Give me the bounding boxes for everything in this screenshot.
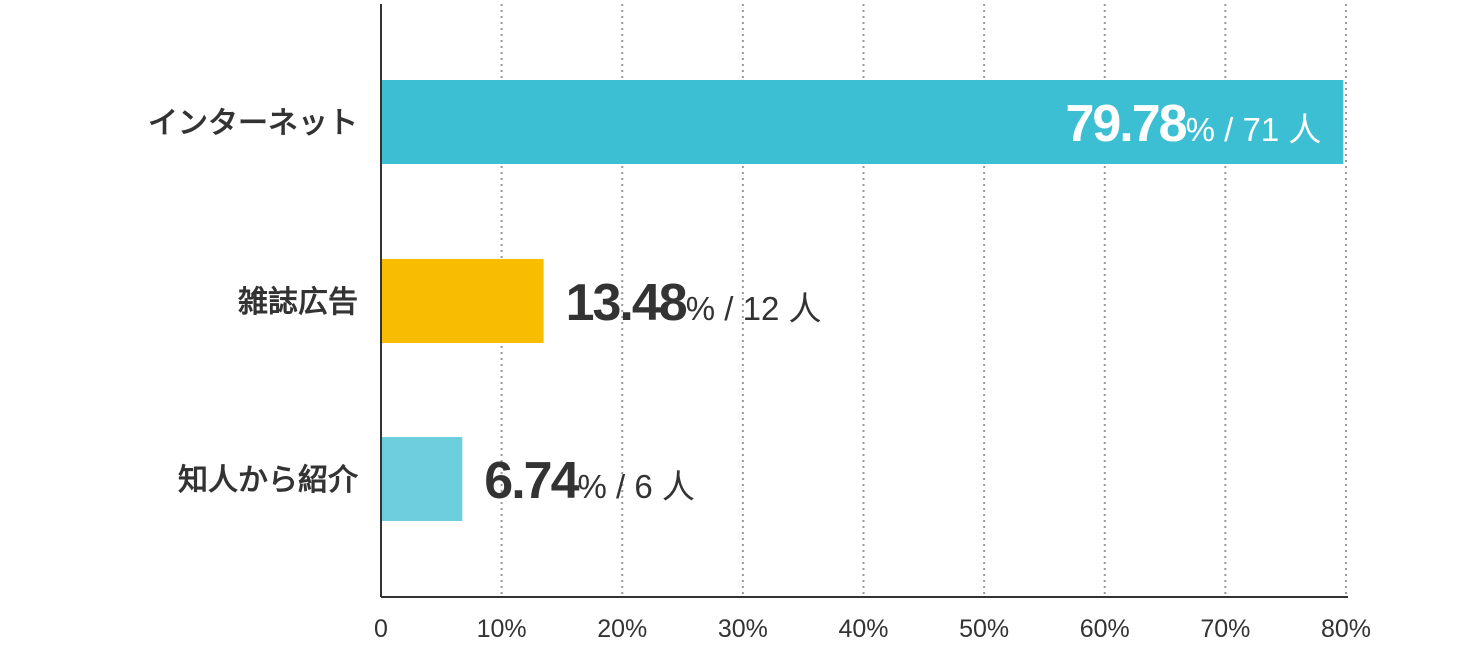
bar-1 xyxy=(381,259,544,343)
data-label-2: 6.74% / 6 人 xyxy=(484,452,695,510)
category-label-1: 雑誌広告 xyxy=(237,285,358,320)
data-label-separator-1: / xyxy=(715,290,743,327)
axes xyxy=(380,4,1348,598)
x-tick-label-70: 70% xyxy=(1200,615,1250,643)
data-label-unit-1: 人 xyxy=(788,289,821,328)
data-label-value-2: 6.74 xyxy=(484,452,579,510)
data-label-unit-2: 人 xyxy=(662,467,695,506)
x-tick-label-60: 60% xyxy=(1080,615,1130,643)
x-tick-label-50: 50% xyxy=(959,615,1009,643)
bar-2 xyxy=(381,437,463,521)
category-label-0: インターネット xyxy=(148,106,358,141)
data-label-unit-0: 人 xyxy=(1288,110,1321,149)
x-tick-label-10: 10% xyxy=(477,615,527,643)
x-tick-label-40: 40% xyxy=(838,615,888,643)
x-tick-labels: 0 10% 20% 30% 40% 50% 60% 70% 80% xyxy=(374,615,1371,643)
bar-0 xyxy=(381,80,1344,164)
x-tick-label-0: 0 xyxy=(374,615,388,643)
data-label-percent-2: % xyxy=(578,468,607,505)
data-label-count-0: 71 xyxy=(1242,111,1288,148)
x-tick-label-80: 80% xyxy=(1321,615,1371,643)
data-label-0: 79.78% / 71 人 xyxy=(1065,95,1321,153)
x-tick-label-20: 20% xyxy=(597,615,647,643)
data-labels: 79.78% / 71 人13.48% / 12 人6.74% / 6 人 xyxy=(484,95,1321,510)
data-label-count-1: 12 xyxy=(743,290,789,327)
data-label-percent-0: % xyxy=(1186,111,1215,148)
data-label-separator-0: / xyxy=(1215,111,1243,148)
data-label-percent-1: % xyxy=(686,290,715,327)
data-label-1: 13.48% / 12 人 xyxy=(566,274,822,332)
category-label-2: 知人から紹介 xyxy=(178,463,359,498)
data-label-separator-2: / xyxy=(607,468,635,505)
data-label-value-1: 13.48 xyxy=(566,274,687,332)
bars xyxy=(381,80,1344,521)
x-tick-label-30: 30% xyxy=(718,615,768,643)
data-label-value-0: 79.78 xyxy=(1065,95,1186,153)
data-label-count-2: 6 xyxy=(634,468,662,505)
